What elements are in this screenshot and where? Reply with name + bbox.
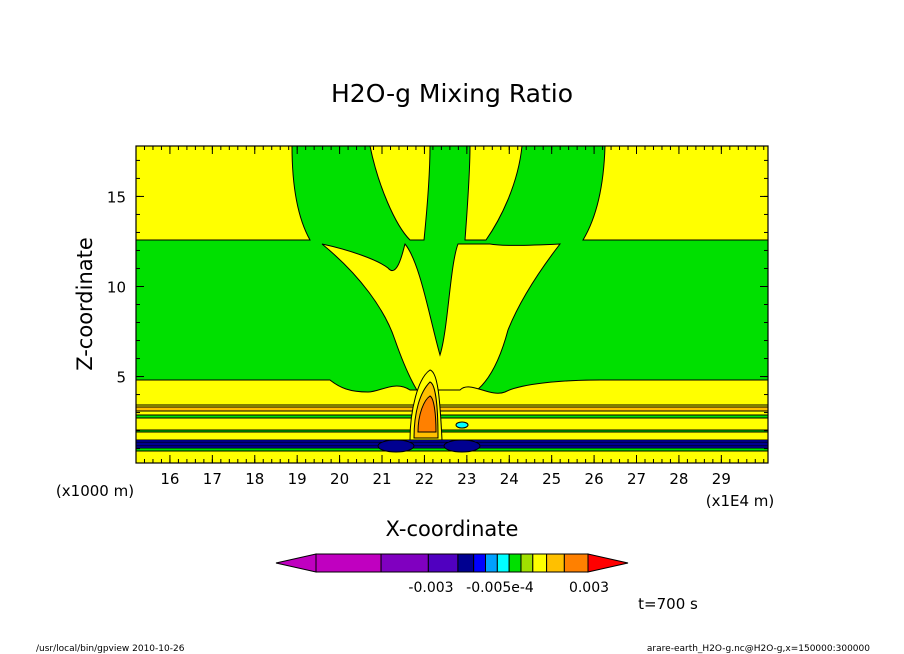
colorbar-box xyxy=(315,553,382,573)
y-tick-label: 5 xyxy=(116,369,126,387)
y-tick-label: 10 xyxy=(107,278,126,296)
colorbar-box xyxy=(546,553,565,573)
x-tick-label: 20 xyxy=(330,470,349,488)
colorbar-box xyxy=(380,553,429,573)
x-tick-label: 25 xyxy=(542,470,561,488)
x-tick-label: 26 xyxy=(585,470,604,488)
band-orange-thin xyxy=(136,406,768,412)
x-tick-label: 28 xyxy=(669,470,688,488)
colorbar-arrow-right xyxy=(587,553,629,573)
x-tick-label: 16 xyxy=(160,470,179,488)
y-tick-label: 15 xyxy=(107,188,126,206)
colorbar-box xyxy=(457,553,475,573)
colorbar-box xyxy=(496,553,510,573)
x-tick-label: 23 xyxy=(457,470,476,488)
x-axis-label: X-coordinate xyxy=(386,517,519,541)
colorbar-label-2: -0.005e-4 xyxy=(466,580,534,596)
x-tick-label: 19 xyxy=(288,470,307,488)
footer-right: arare-earth_H2O-g.nc@H2O-g,x=150000:3000… xyxy=(647,644,870,654)
band-yellow-lower xyxy=(136,431,768,441)
core-dark-orange xyxy=(417,395,437,433)
field-yellow-plume xyxy=(321,243,562,396)
x-tick-label: 21 xyxy=(372,470,391,488)
colorbar-box xyxy=(427,553,459,573)
field-yellow-column-left xyxy=(369,146,431,241)
colorbar-box xyxy=(508,553,522,573)
band-yellow-bottom xyxy=(136,450,768,463)
x-tick-label: 27 xyxy=(627,470,646,488)
plot-area xyxy=(135,145,769,464)
tick-marks xyxy=(135,146,768,463)
footer-left: /usr/local/bin/gpview 2010-10-26 xyxy=(36,644,185,654)
colorbar-box xyxy=(563,553,589,573)
colorbar-box xyxy=(473,553,487,573)
y-axis-label: Z-coordinate xyxy=(73,237,97,371)
blob-cyan xyxy=(455,421,469,429)
colorbar xyxy=(275,553,629,573)
field-yellow-column-right xyxy=(464,146,523,241)
x-tick-label: 18 xyxy=(245,470,264,488)
colorbar-box xyxy=(532,553,548,573)
chart-title: H2O-g Mixing Ratio xyxy=(331,79,573,108)
colorbar-box xyxy=(520,553,534,573)
x-tick-label: 17 xyxy=(203,470,222,488)
band-yellow-low xyxy=(136,417,768,431)
y-tick-labels: 5 10 15 xyxy=(107,188,126,386)
x-tick-label: 22 xyxy=(415,470,434,488)
time-label: t=700 s xyxy=(638,595,698,613)
field-yellow-upper-right xyxy=(582,146,768,241)
colorbar-arrow-left xyxy=(275,553,317,573)
field-yellow-upper-left xyxy=(136,146,311,241)
colorbar-label-1: -0.003 xyxy=(408,580,453,596)
x-tick-labels: 16 17 18 19 20 21 22 23 24 25 26 27 28 29 xyxy=(160,470,731,488)
band-yellow-top xyxy=(136,379,768,406)
x-unit-label: (x1E4 m) xyxy=(706,492,775,510)
colorbar-label-3: 0.003 xyxy=(569,580,609,596)
x-tick-label: 24 xyxy=(500,470,519,488)
blob-left xyxy=(377,439,415,453)
y-unit-label: (x1000 m) xyxy=(56,482,134,500)
x-tick-label: 29 xyxy=(712,470,731,488)
blob-right xyxy=(443,439,481,453)
colorbar-box xyxy=(485,553,498,573)
